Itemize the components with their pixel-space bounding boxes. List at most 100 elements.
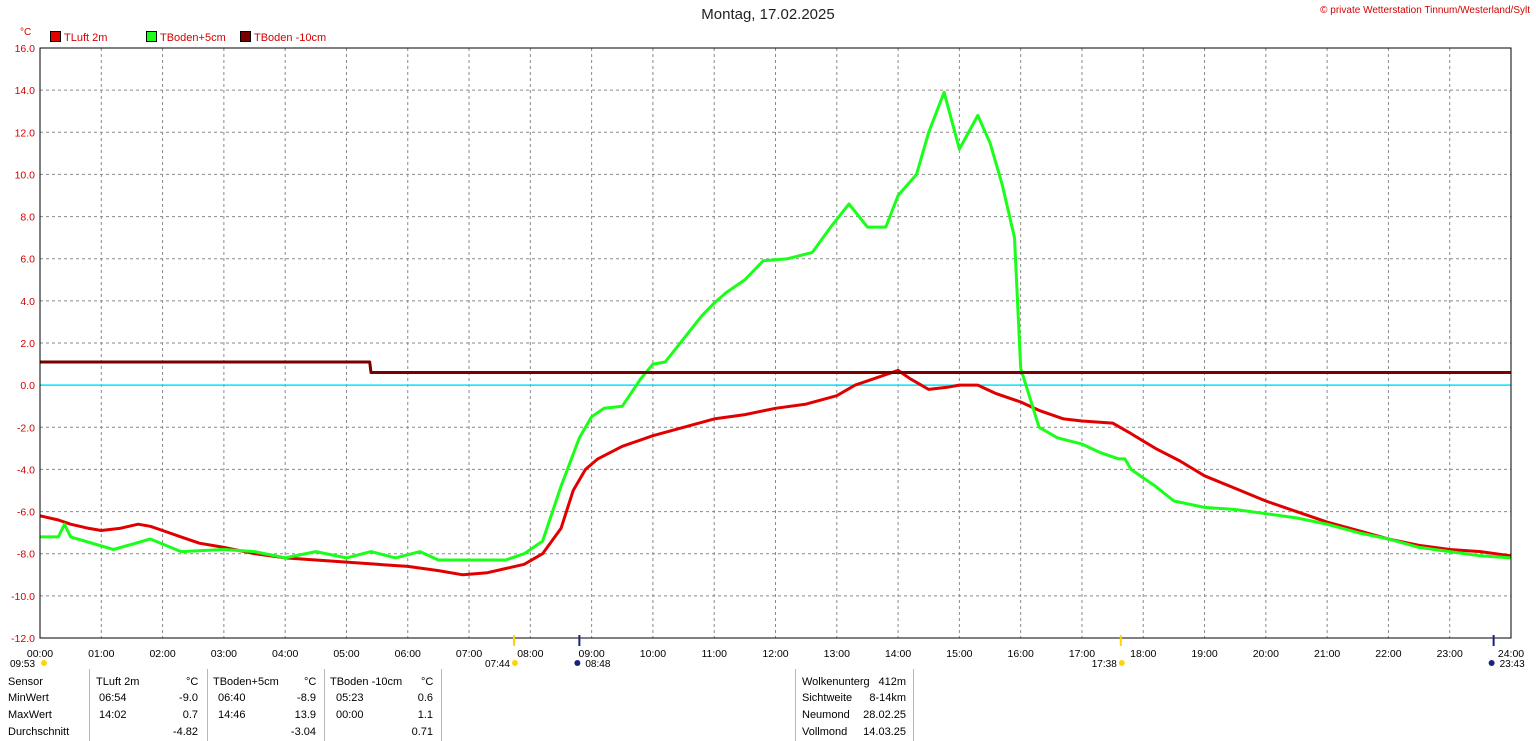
chart-grid: [40, 48, 1511, 638]
stats-max-time: 00:00: [336, 709, 364, 721]
x-tick-label: 07:00: [456, 648, 482, 660]
x-tick-label: 20:00: [1253, 648, 1279, 660]
stats-sensor-unit: °C: [304, 676, 317, 688]
x-tick-label: 04:00: [272, 648, 298, 660]
x-axis-ticks: 00:00 01:00 02:00 03:00 04:00 05:00 06:00 07:00…: [27, 648, 1524, 660]
chart-title: Montag, 17.02.2025: [701, 6, 835, 23]
x-tick-label: 12:00: [762, 648, 788, 660]
y-tick-label: 10.0: [15, 169, 36, 181]
y-tick-label: 12.0: [15, 127, 36, 139]
chart-series: [39, 90, 1512, 577]
stats-avg-value: -3.04: [290, 726, 316, 738]
legend-swatch: [50, 31, 61, 42]
stats-min-time: 05:23: [336, 692, 364, 704]
info-label: Vollmond: [802, 726, 848, 738]
stats-min-value: 0.6: [417, 692, 433, 704]
y-tick-label: 6.0: [20, 254, 35, 266]
stats-min-value: -8.9: [297, 692, 316, 704]
info-value: 8-14km: [869, 692, 906, 704]
y-tick-label: 0.0: [20, 380, 35, 392]
x-tick-label: 01:00: [88, 648, 114, 660]
x-tick-label: 19:00: [1191, 648, 1217, 660]
y-tick-label: -2.0: [17, 422, 35, 434]
legend-label: TBoden -10cm: [254, 32, 327, 44]
x-tick-label: 03:00: [211, 648, 237, 660]
x-tick-label: 17:00: [1069, 648, 1095, 660]
x-tick-label: 16:00: [1008, 648, 1034, 660]
y-tick-label: -8.0: [17, 549, 35, 561]
x-tick-label: 14:00: [885, 648, 911, 660]
plot-frame: [39, 47, 1512, 639]
y-tick-label: 4.0: [20, 296, 35, 308]
x-tick-label: 23:00: [1437, 648, 1463, 660]
y-tick-label: 2.0: [20, 338, 35, 350]
y-tick-label: -6.0: [17, 507, 35, 519]
moon-end-label: 23:43: [1500, 659, 1525, 670]
stats-sensor-name: TBoden -10cm: [330, 676, 403, 688]
y-tick-label: -10.0: [11, 591, 35, 603]
moon-end-icon: [1488, 660, 1495, 666]
stats-sensor-name: TBoden+5cm: [213, 676, 279, 688]
stats-header-sensor: Sensor: [8, 676, 43, 688]
x-tick-label: 05:00: [333, 648, 359, 660]
stats-sensor-unit: °C: [186, 676, 199, 688]
x-tick-label: 15:00: [946, 648, 972, 660]
info-value: 412m: [878, 676, 906, 688]
moonrise-label: 08:48: [585, 659, 610, 670]
stats-min-time: 06:40: [218, 692, 246, 704]
stats-max-time: 14:02: [99, 709, 127, 721]
info-label: Wolkenunterg: [802, 676, 870, 688]
stats-sensor-unit: °C: [421, 676, 434, 688]
legend-swatch: [146, 31, 157, 42]
info-value: 14.03.25: [863, 726, 906, 738]
legend-item-tboden10: TBoden -10cm: [240, 31, 326, 45]
series-line-1: [39, 368, 1512, 577]
stats-sensor-name: TLuft 2m: [96, 676, 140, 688]
sunrise-label: 07:44: [485, 659, 510, 670]
series-line-3: [40, 360, 1511, 374]
stats-min-time: 06:54: [99, 692, 127, 704]
y-axis-unit: °C: [20, 27, 32, 38]
info-label: Sichtweite: [802, 692, 853, 704]
copyright-text: © private Wetterstation Tinnum/Westerlan…: [1320, 5, 1530, 16]
sun-moon-markers: 07:44 17:38 08:48 23:43 09:53: [10, 635, 1525, 670]
x-tick-label: 24:00: [1498, 648, 1524, 660]
sunset-label: 17:38: [1092, 659, 1117, 670]
legend-label: TLuft 2m: [64, 32, 108, 44]
stats-avg-value: -4.82: [172, 726, 198, 738]
moonrise-icon: [574, 660, 581, 666]
moonset-label: 09:53: [10, 659, 35, 670]
x-tick-label: 02:00: [149, 648, 175, 660]
legend-item-tluft: TLuft 2m: [50, 31, 107, 45]
y-tick-label: 16.0: [15, 43, 36, 55]
x-tick-label: 21:00: [1314, 648, 1340, 660]
info-value: 28.02.25: [863, 709, 906, 721]
y-tick-label: -4.0: [17, 464, 35, 476]
stats-min-value: -9.0: [179, 692, 198, 704]
legend-item-tboden5: TBoden+5cm: [146, 31, 226, 45]
x-tick-label: 18:00: [1130, 648, 1156, 660]
stats-max-value: 13.9: [294, 709, 316, 721]
x-tick-label: 08:00: [517, 648, 543, 660]
series-line-2: [40, 90, 1512, 562]
moonset-icon: [41, 660, 47, 666]
x-tick-label: 13:00: [824, 648, 850, 660]
x-tick-label: 09:00: [578, 648, 604, 660]
stats-max-value: 1.1: [417, 709, 433, 721]
x-tick-label: 22:00: [1375, 648, 1401, 660]
sunset-icon: [1118, 660, 1125, 666]
stats-row-max: MaxWert: [8, 709, 52, 721]
sunrise-icon: [511, 660, 518, 666]
y-tick-label: 14.0: [15, 85, 36, 97]
info-label: Neumond: [802, 709, 850, 721]
stats-max-time: 14:46: [218, 709, 246, 721]
stats-row-min: MinWert: [8, 692, 49, 704]
legend-label: TBoden+5cm: [160, 32, 226, 44]
stats-max-value: 0.7: [182, 709, 198, 721]
y-axis-ticks: 16.0 14.0 12.0 10.0 8.0 6.0 4.0 2.0 0.0 -2.0 -4.0 -…: [11, 43, 35, 645]
x-tick-label: 11:00: [701, 648, 727, 660]
x-tick-label: 10:00: [640, 648, 666, 660]
legend-swatch: [240, 31, 251, 42]
x-tick-label: 06:00: [395, 648, 421, 660]
x-tick-label: 00:00: [27, 648, 53, 660]
